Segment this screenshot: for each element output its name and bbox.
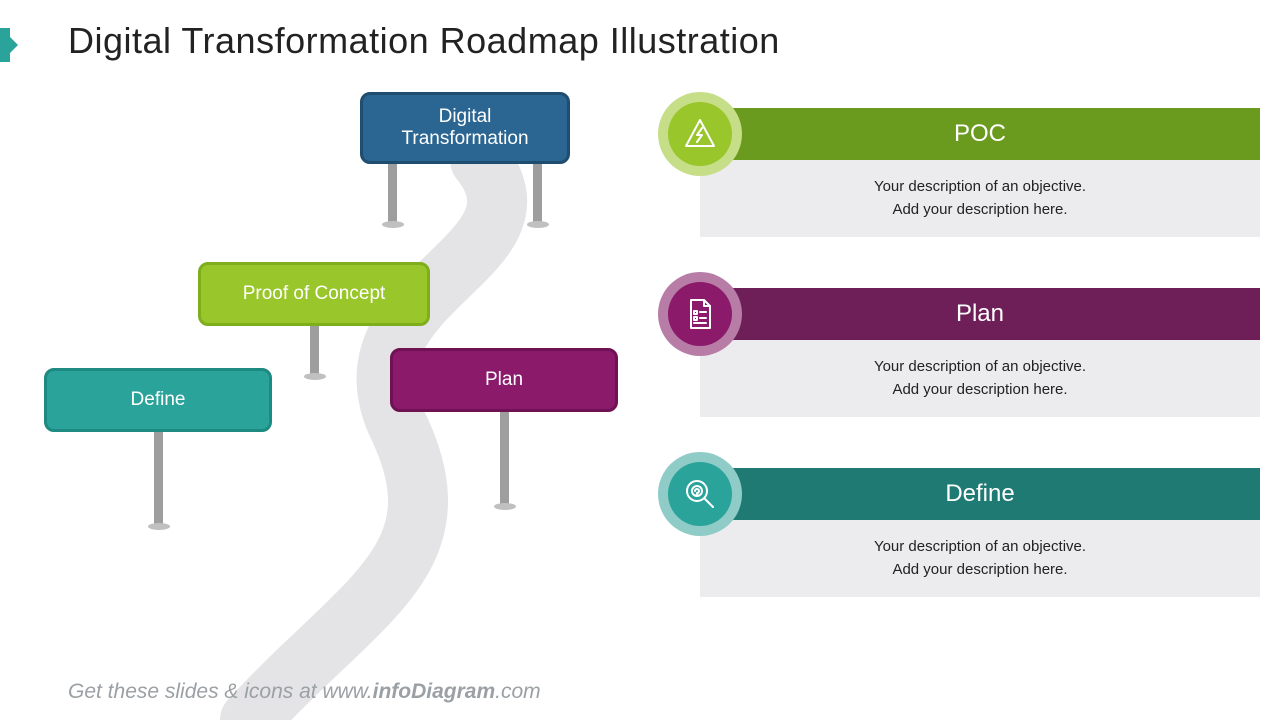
card-header: Plan <box>700 288 1260 340</box>
accent-bar <box>0 28 10 62</box>
sign-board: Define <box>44 368 272 432</box>
document-icon <box>658 272 742 356</box>
sign-plan: Plan <box>390 348 618 412</box>
card-body: Your description of an objective. Add yo… <box>700 520 1260 597</box>
card-title: Define <box>945 480 1014 508</box>
card-title: POC <box>954 120 1006 148</box>
sign-posts <box>388 160 542 222</box>
sign-board: Proof of Concept <box>198 262 430 326</box>
footer-text: Get these slides & icons at www.infoDiag… <box>68 680 541 704</box>
card-desc-line: Add your description here. <box>720 199 1240 222</box>
sign-label: Proof of Concept <box>243 283 386 305</box>
card-desc-line: Your description of an objective. <box>720 536 1240 559</box>
sign-proof-of-concept: Proof of Concept <box>198 262 430 326</box>
card-header: Define <box>700 468 1260 520</box>
card-body: Your description of an objective. Add yo… <box>700 160 1260 237</box>
sign-board: DigitalTransformation <box>360 92 570 164</box>
warning-icon <box>658 92 742 176</box>
card-desc-line: Add your description here. <box>720 379 1240 402</box>
sign-digital-transformation: DigitalTransformation <box>360 92 570 164</box>
sign-define: Define <box>44 368 272 432</box>
card-plan: Plan Your description of an objective. A… <box>700 288 1260 417</box>
page-title: Digital Transformation Roadmap Illustrat… <box>68 20 780 62</box>
sign-posts <box>310 322 319 374</box>
card-header: POC <box>700 108 1260 160</box>
sign-label: Define <box>131 389 186 411</box>
sign-board: Plan <box>390 348 618 412</box>
card-desc-line: Your description of an objective. <box>720 176 1240 199</box>
card-body: Your description of an objective. Add yo… <box>700 340 1260 417</box>
card-desc-line: Add your description here. <box>720 559 1240 582</box>
card-desc-line: Your description of an objective. <box>720 356 1240 379</box>
card-poc: POC Your description of an objective. Ad… <box>700 108 1260 237</box>
sign-posts <box>500 408 509 504</box>
sign-label: DigitalTransformation <box>401 106 528 150</box>
sign-label: Plan <box>485 369 523 391</box>
sign-posts <box>154 428 163 524</box>
magnify-icon <box>658 452 742 536</box>
card-define: Define Your description of an objective.… <box>700 468 1260 597</box>
card-title: Plan <box>956 300 1004 328</box>
